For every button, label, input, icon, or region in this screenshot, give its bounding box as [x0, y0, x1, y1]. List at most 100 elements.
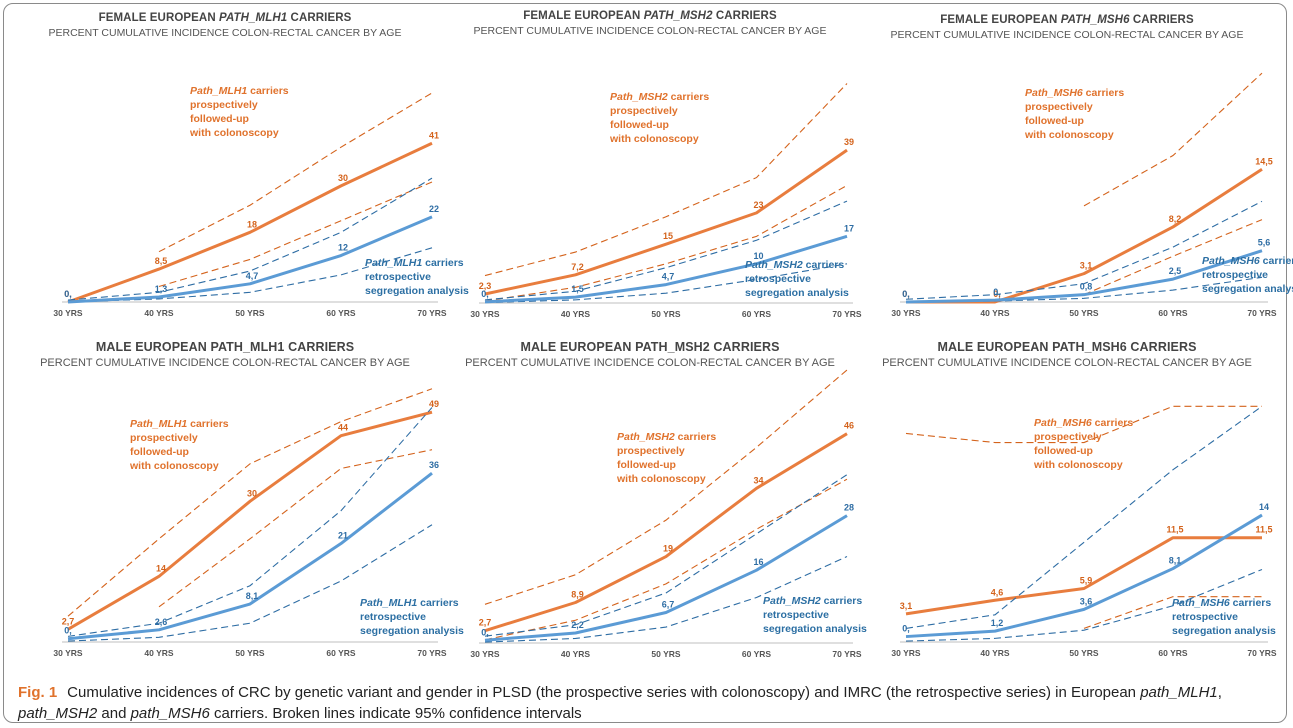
annotation-line: Path_MLH1 carriers: [130, 417, 229, 431]
retrospective-data-label: 0,: [64, 626, 72, 636]
chart-panel-female-msh6: FEMALE EUROPEAN PATH_MSH6 CARRIERS PERCEN…: [862, 14, 1293, 334]
x-tick-label: 30 YRS: [891, 308, 920, 318]
chart-subtitle: PERCENT CUMULATIVE INCIDENCE COLON-RECTA…: [48, 27, 402, 39]
chart-title-gene: PATH_MSH2: [635, 340, 710, 354]
x-tick-label: 70 YRS: [417, 308, 446, 318]
retrospective-data-label: 0,: [481, 627, 489, 637]
chart-title-prefix: MALE EUROPEAN: [937, 340, 1053, 354]
chart-panel-male-msh6: MALE EUROPEAN PATH_MSH6 CARRIERS PERCENT …: [862, 340, 1277, 660]
retrospective-data-label: 28: [844, 503, 854, 513]
annotation-line: Path_MSH2 carriers: [610, 90, 709, 104]
prospective-data-label: 49: [429, 399, 439, 409]
figure-label: Fig. 1: [18, 684, 58, 701]
prospective-series-line: [484, 432, 848, 633]
retrospective-data-label: 2,2: [571, 620, 584, 630]
annotation-text: carriers: [820, 595, 863, 607]
prospective-data-label: 0,: [64, 289, 72, 299]
chart-title-prefix: MALE EUROPEAN: [520, 340, 636, 354]
prospective-data-label: 2,7: [62, 616, 75, 626]
prospective-ci-upper-line: [67, 388, 433, 617]
chart-title-prefix: FEMALE EUROPEAN: [940, 14, 1061, 26]
retrospective-data-label: 22: [429, 204, 439, 214]
chart-panel-female-mlh1: FEMALE EUROPEAN PATH_MLH1 CARRIERS PERCEN…: [20, 12, 469, 332]
x-tick-label: 50 YRS: [651, 649, 680, 659]
annotation-gene: Path_MSH6: [1202, 255, 1260, 267]
annotation-line: with colonoscopy: [190, 127, 279, 139]
chart-plot: 30 YRS 40 YRS 50 YRS 60 YRS 70 YRS 3,1 4,6 5,9 1…: [891, 405, 1277, 658]
retrospective-ci-upper-line: [67, 407, 433, 637]
prospective-data-label: 0,: [902, 289, 910, 299]
x-tick-label: 60 YRS: [1158, 648, 1187, 658]
prospective-data-label: 23: [753, 200, 763, 210]
annotation-line: prospectively: [1025, 101, 1093, 113]
prospective-data-label: 19: [663, 544, 673, 554]
x-tick-label: 50 YRS: [1069, 648, 1098, 658]
annotation-gene: Path_MLH1: [365, 257, 423, 269]
annotation-line: with colonoscopy: [1025, 129, 1114, 141]
prospective-data-label: 46: [844, 421, 854, 431]
prospective-data-label: 30: [247, 488, 257, 498]
prospective-data-label: 30: [338, 173, 348, 183]
retrospective-ci-upper-line: [67, 177, 433, 301]
annotation-line: retrospective: [1172, 611, 1238, 623]
chart-panel-male-mlh1: MALE EUROPEAN PATH_MLH1 CARRIERS PERCENT …: [20, 340, 464, 660]
prospective-data-label: 11,5: [1166, 525, 1183, 535]
annotation-line: retrospective: [1202, 269, 1268, 281]
prospective-data-label: 2,7: [479, 618, 492, 628]
retrospective-data-label: 0,: [993, 287, 1001, 297]
annotation-line: retrospective: [360, 611, 426, 623]
chart-subtitle: PERCENT CUMULATIVE INCIDENCE COLON-RECTA…: [882, 357, 1252, 369]
prospective-data-label: 3,1: [900, 601, 913, 611]
annotation-gene: Path_MSH2: [610, 91, 668, 103]
prospective-data-label: 2,3: [479, 281, 492, 291]
retrospective-data-label: 10: [753, 251, 763, 261]
annotation-line: followed-up: [1025, 115, 1084, 127]
prospective-data-label: 15: [663, 231, 673, 241]
annotation-prospective: Path_MSH6 carriers prospectively followed-…: [1034, 416, 1133, 472]
chart-title-prefix: MALE EUROPEAN: [95, 340, 211, 354]
chart-plot: 30 YRS 40 YRS 50 YRS 60 YRS 70 YRS 2,3 7,2 15 23…: [470, 83, 862, 319]
annotation-line: with colonoscopy: [617, 473, 706, 485]
chart-panel-female-msh2: FEMALE EUROPEAN PATH_MSH2 CARRIERS PERCEN…: [445, 10, 861, 330]
annotation-line: retrospective: [763, 609, 829, 621]
retrospective-series-line: [67, 471, 433, 641]
retrospective-ci-upper-line: [484, 200, 848, 301]
caption-text-b: carriers. Broken lines indicate 95% conf…: [209, 705, 582, 722]
prospective-data-label: 5,9: [1080, 576, 1093, 586]
annotation-line: with colonoscopy: [610, 133, 699, 145]
x-tick-label: 40 YRS: [144, 308, 173, 318]
chart-title-suffix: CARRIERS: [709, 340, 780, 354]
chart-subtitle: PERCENT CUMULATIVE INCIDENCE COLON-RECTA…: [465, 357, 835, 369]
prospective-ci-upper-line: [484, 83, 848, 277]
retrospective-data-label: 0,: [481, 289, 489, 299]
caption-gene-2: path_MSH2: [18, 705, 98, 722]
x-tick-label: 50 YRS: [235, 308, 264, 318]
annotation-line: Path_MSH2 carriers: [617, 430, 716, 444]
annotation-retrospective: Path_MLH1 carriers retrospective segregati…: [360, 596, 464, 638]
prospective-data-label: 18: [247, 219, 257, 229]
annotation-line: Path_MSH6 carriers: [1172, 596, 1276, 610]
x-tick-label: 70 YRS: [1247, 648, 1276, 658]
x-tick-label: 40 YRS: [561, 309, 590, 319]
annotation-prospective: Path_MLH1 carriers prospectively followed-…: [130, 417, 229, 473]
annotation-line: Path_MSH6 carriers: [1202, 254, 1293, 268]
annotation-line: Path_MLH1 carriers: [190, 84, 289, 98]
x-tick-label: 70 YRS: [832, 309, 861, 319]
prospective-ci-lower-line: [1083, 596, 1262, 629]
annotation-line: with colonoscopy: [1034, 459, 1123, 471]
annotation-line: prospectively: [617, 445, 685, 457]
annotation-text: carriers: [674, 431, 717, 443]
annotation-gene: Path_MLH1: [130, 418, 188, 430]
chart-title-suffix: CARRIERS: [287, 12, 352, 24]
retrospective-data-label: 3,6: [1080, 596, 1093, 606]
annotation-line: with colonoscopy: [130, 460, 219, 472]
prospective-data-label: 7,2: [571, 262, 584, 272]
retrospective-series-line: [484, 234, 848, 304]
annotation-retrospective: Path_MSH2 carriers retrospective segregati…: [745, 258, 849, 300]
chart-title-gene: PATH_MSH6: [1060, 14, 1130, 26]
retrospective-data-label: 8,1: [246, 591, 259, 601]
x-tick-label: 70 YRS: [1247, 308, 1276, 318]
retrospective-data-label: 17: [844, 223, 854, 233]
annotation-line: segregation analysis: [1202, 283, 1293, 295]
